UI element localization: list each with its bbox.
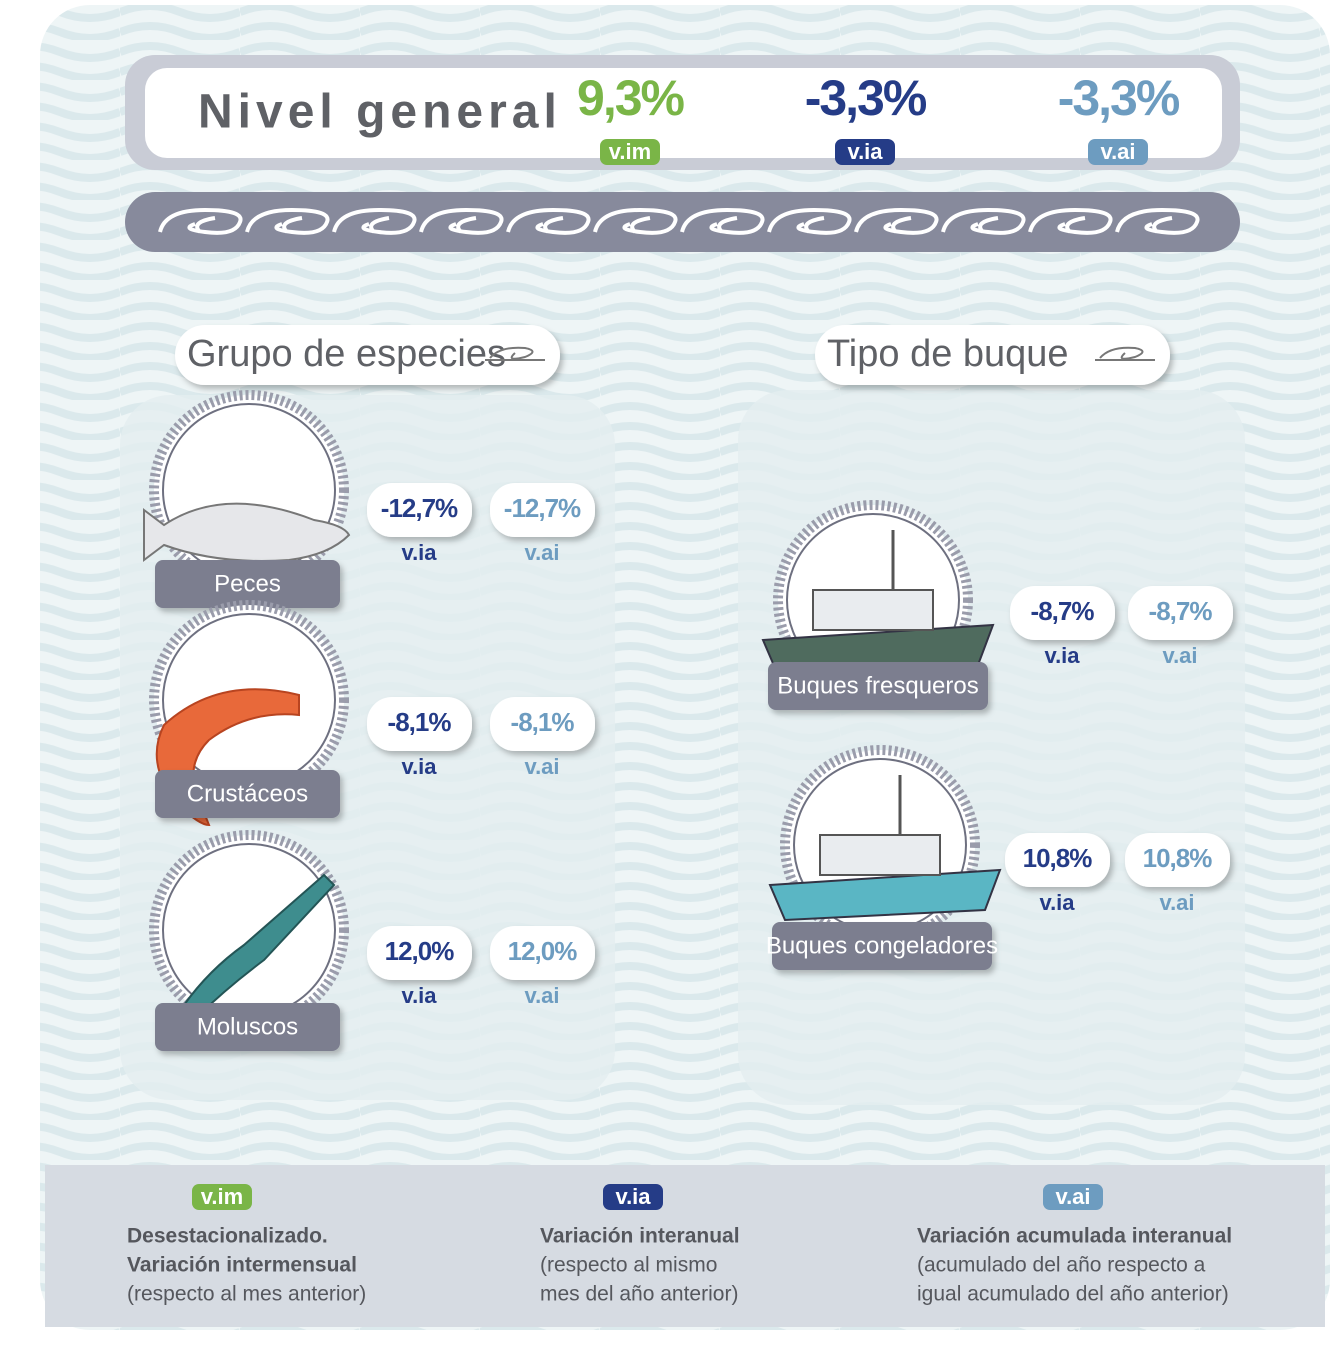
- via-value-bg: [1005, 833, 1110, 887]
- via-tag: v.ia: [1039, 890, 1075, 915]
- icon-frame-inner: [162, 843, 336, 1017]
- indicator-value: -3,3%: [805, 70, 927, 126]
- via-tag: v.ia: [401, 540, 437, 565]
- item-label-bg: [155, 1003, 340, 1051]
- indicator-value: 9,3%: [577, 70, 685, 126]
- ship-cabin: [812, 589, 934, 631]
- via-value-bg: [367, 483, 472, 537]
- chain-link: [506, 207, 591, 235]
- legend-tag-bg: [603, 1184, 663, 1210]
- vai-tag: v.ai: [524, 983, 559, 1008]
- vai-value-bg: [1125, 833, 1230, 887]
- header-title: Nivel general: [198, 86, 562, 139]
- chain-link: [680, 207, 765, 235]
- via-tag: v.ia: [401, 983, 437, 1008]
- chain-link: [941, 207, 1026, 235]
- vai-value: -8,7%: [1149, 596, 1213, 626]
- legend-tag: v.im: [201, 1184, 243, 1209]
- item-label-bg: [768, 662, 988, 710]
- legend-text: Variación interanual: [540, 1225, 740, 1248]
- section-title: Tipo de buque: [827, 333, 1069, 375]
- legend-text: (acumulado del año respecto a: [917, 1254, 1206, 1277]
- item-label-bg: [155, 770, 340, 818]
- chain-bar: [125, 192, 1240, 252]
- legend-text: (respecto al mismo: [540, 1254, 717, 1277]
- chain-link: [1028, 207, 1113, 235]
- chain-link: [158, 207, 243, 235]
- chain-link: [593, 207, 678, 235]
- legend-text: igual acumulado del año anterior): [917, 1283, 1229, 1306]
- header-inner: [145, 68, 1222, 158]
- vai-tag: v.ai: [1159, 890, 1194, 915]
- chain-link: [1115, 207, 1200, 235]
- indicator-tag-bg: [1088, 139, 1148, 165]
- indicator-tag: v.ia: [847, 139, 883, 164]
- chain-link: [767, 207, 852, 235]
- vai-value: -8,1%: [511, 707, 575, 737]
- legend-strip: [45, 1165, 1325, 1327]
- legend-text: Desestacionalizado.: [127, 1225, 328, 1248]
- via-tag: v.ia: [401, 754, 437, 779]
- legend-text: Variación acumulada interanual: [917, 1225, 1232, 1248]
- item-label-bg: [155, 560, 340, 608]
- legend-tag: v.ai: [1055, 1184, 1090, 1209]
- vai-value: -12,7%: [504, 493, 581, 523]
- legend-tag-bg: [192, 1184, 252, 1210]
- chain-link: [332, 207, 417, 235]
- chain-link: [245, 207, 330, 235]
- vai-value-bg: [490, 926, 595, 980]
- via-value: 10,8%: [1023, 843, 1093, 873]
- legend-tag: v.ia: [615, 1184, 651, 1209]
- chain-ornament: [158, 207, 1200, 235]
- vai-value-bg: [490, 697, 595, 751]
- legend-text: mes del año anterior): [540, 1283, 738, 1306]
- via-value-bg: [367, 697, 472, 751]
- via-value: 12,0%: [385, 936, 455, 966]
- indicator-tag-bg: [600, 139, 660, 165]
- chain-link: [419, 207, 504, 235]
- item-label: Moluscos: [197, 1013, 298, 1040]
- via-value: -8,1%: [388, 707, 452, 737]
- vai-tag: v.ai: [1162, 643, 1197, 668]
- section-title-bg: [175, 325, 560, 385]
- item-label: Crustáceos: [187, 780, 308, 807]
- legend-text: (respecto al mes anterior): [127, 1283, 366, 1306]
- indicator-tag-bg: [835, 139, 895, 165]
- vai-tag: v.ai: [524, 754, 559, 779]
- fish-icon: [143, 502, 351, 562]
- via-value-bg: [367, 926, 472, 980]
- title-ornament: [1095, 346, 1155, 361]
- section-title-bg: [815, 325, 1170, 385]
- vai-value-bg: [1128, 586, 1233, 640]
- via-value: -12,7%: [381, 493, 458, 523]
- indicator-tag: v.ai: [1100, 139, 1135, 164]
- via-value-bg: [1010, 586, 1115, 640]
- vai-value-bg: [490, 483, 595, 537]
- title-ornament: [485, 346, 545, 361]
- vai-tag: v.ai: [524, 540, 559, 565]
- item-label: Peces: [214, 570, 281, 597]
- legend-text: Variación intermensual: [127, 1254, 357, 1277]
- item-label: Buques congeladores: [766, 932, 998, 959]
- via-value: -8,7%: [1031, 596, 1095, 626]
- vai-value: 10,8%: [1143, 843, 1213, 873]
- item-label-bg: [772, 922, 992, 970]
- vai-value: 12,0%: [508, 936, 578, 966]
- panel: [738, 390, 1245, 1105]
- item-label: Buques fresqueros: [777, 672, 978, 699]
- indicator-tag: v.im: [609, 139, 651, 164]
- section-title: Grupo de especies: [187, 333, 506, 375]
- chain-link: [854, 207, 939, 235]
- legend-tag-bg: [1043, 1184, 1103, 1210]
- via-tag: v.ia: [1044, 643, 1080, 668]
- ship-cabin: [819, 834, 941, 876]
- indicator-value: -3,3%: [1058, 70, 1180, 126]
